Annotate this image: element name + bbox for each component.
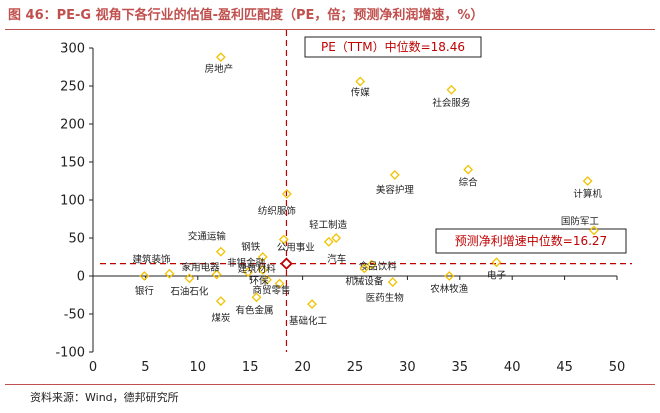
data-point <box>251 292 262 303</box>
data-point <box>280 257 293 270</box>
data-point <box>211 269 222 280</box>
data-point <box>262 274 272 285</box>
data-point <box>389 170 400 180</box>
data-point-label: 美容护理 <box>376 184 415 196</box>
scatter-chart: -100 -50 0 50 100 150 200 250 300 0 5 10 15 20 25 30 35 4… <box>55 30 632 375</box>
data-point <box>323 236 334 247</box>
data-point-label: 煤炭 <box>211 312 231 324</box>
data-point-label: 石油石化 <box>170 285 209 297</box>
y-tick-label: 200 <box>60 118 85 133</box>
data-point-label: 银行 <box>135 285 155 297</box>
x-tick-label: 15 <box>242 360 259 375</box>
x-tick-label: 50 <box>609 360 626 375</box>
x-tick-label: 35 <box>452 360 469 375</box>
data-point <box>387 277 398 287</box>
data-point <box>243 267 254 278</box>
x-tick-label: 10 <box>190 360 207 375</box>
data-point <box>257 265 268 275</box>
y-tick-label: 0 <box>77 270 85 285</box>
data-point-label: 非银金融 <box>227 257 266 269</box>
data-point-label: 商贸零售 <box>253 285 291 297</box>
x-tick-label: 20 <box>294 360 311 375</box>
data-point-label: 环保 <box>249 275 269 287</box>
x-tick-label: 30 <box>399 360 416 375</box>
data-point-label: 公用事业 <box>277 242 315 254</box>
data-point-label: 汽车 <box>327 253 346 265</box>
data-point-label: 家用电器 <box>182 261 221 273</box>
x-tick-label: 25 <box>347 360 364 375</box>
data-point-label: 建筑材料 <box>238 263 277 275</box>
data-point-label: 医药生物 <box>366 292 405 304</box>
data-point-label: 机械设备 <box>345 275 384 287</box>
data-point-label: 国防军工 <box>561 215 600 227</box>
growth-median-label: 预测净利增速中位数=16.27 <box>455 233 607 248</box>
data-point-label: 建筑装饰 <box>132 254 170 266</box>
pe-median-label: PE（TTM）中位数=18.46 <box>321 39 465 54</box>
data-point-label: 电子 <box>487 269 507 281</box>
growth-median-box <box>435 228 627 254</box>
data-point-label: 纺织服饰 <box>258 205 296 217</box>
data-point <box>184 273 195 284</box>
data-point <box>257 252 268 262</box>
data-point <box>281 189 292 199</box>
data-point-label: 食品饮料 <box>359 261 398 273</box>
title-rule <box>5 29 655 30</box>
data-point <box>359 263 370 274</box>
x-tick-label: 5 <box>141 360 149 375</box>
figure-source: 资料来源：Wind，德邦研究所 <box>30 391 179 404</box>
data-point <box>463 164 474 175</box>
y-tick-label: -100 <box>55 346 85 361</box>
pe-median-box <box>304 36 482 58</box>
data-point <box>589 225 599 236</box>
data-point-label: 房地产 <box>205 63 234 75</box>
y-tick-label: 250 <box>60 80 85 95</box>
data-point-label: 轻工制造 <box>309 219 348 231</box>
data-point-label: 交通运输 <box>188 231 227 243</box>
y-tick-label: 100 <box>60 194 85 209</box>
data-point-label: 基础化工 <box>289 315 328 327</box>
data-point-label: 计算机 <box>573 188 602 200</box>
data-point <box>331 233 342 243</box>
data-point <box>444 271 455 281</box>
x-tick-label: 0 <box>89 360 97 375</box>
data-point-label: 传媒 <box>351 86 371 98</box>
data-point <box>366 259 377 270</box>
data-point <box>215 296 226 306</box>
data-point <box>491 257 502 268</box>
data-point <box>582 176 593 186</box>
data-point <box>355 76 366 87</box>
data-point <box>274 278 285 289</box>
data-point <box>215 246 226 257</box>
y-tick-label: 50 <box>68 232 85 247</box>
data-point-label: 农林牧渔 <box>430 283 469 295</box>
data-point <box>278 234 289 245</box>
figure-title: 图 46：PE-G 视角下各行业的估值-盈利匹配度（PE，倍；预测净利润增速，%… <box>8 8 484 23</box>
data-point <box>164 268 175 279</box>
data-point <box>307 299 317 310</box>
data-point-label: 钢铁 <box>241 241 261 253</box>
x-tick-label: 45 <box>556 360 573 375</box>
data-point <box>215 52 226 63</box>
data-point-label: 有色金属 <box>235 304 273 316</box>
data-point <box>139 271 150 281</box>
y-tick-label: 300 <box>60 42 85 57</box>
data-point <box>446 84 457 95</box>
x-tick-label: 40 <box>504 360 521 375</box>
data-point-label: 社会服务 <box>432 97 471 109</box>
y-tick-label: -50 <box>64 308 85 323</box>
footer-rule <box>5 384 655 385</box>
y-tick-label: 150 <box>60 156 85 171</box>
data-point-label: 综合 <box>459 177 479 189</box>
